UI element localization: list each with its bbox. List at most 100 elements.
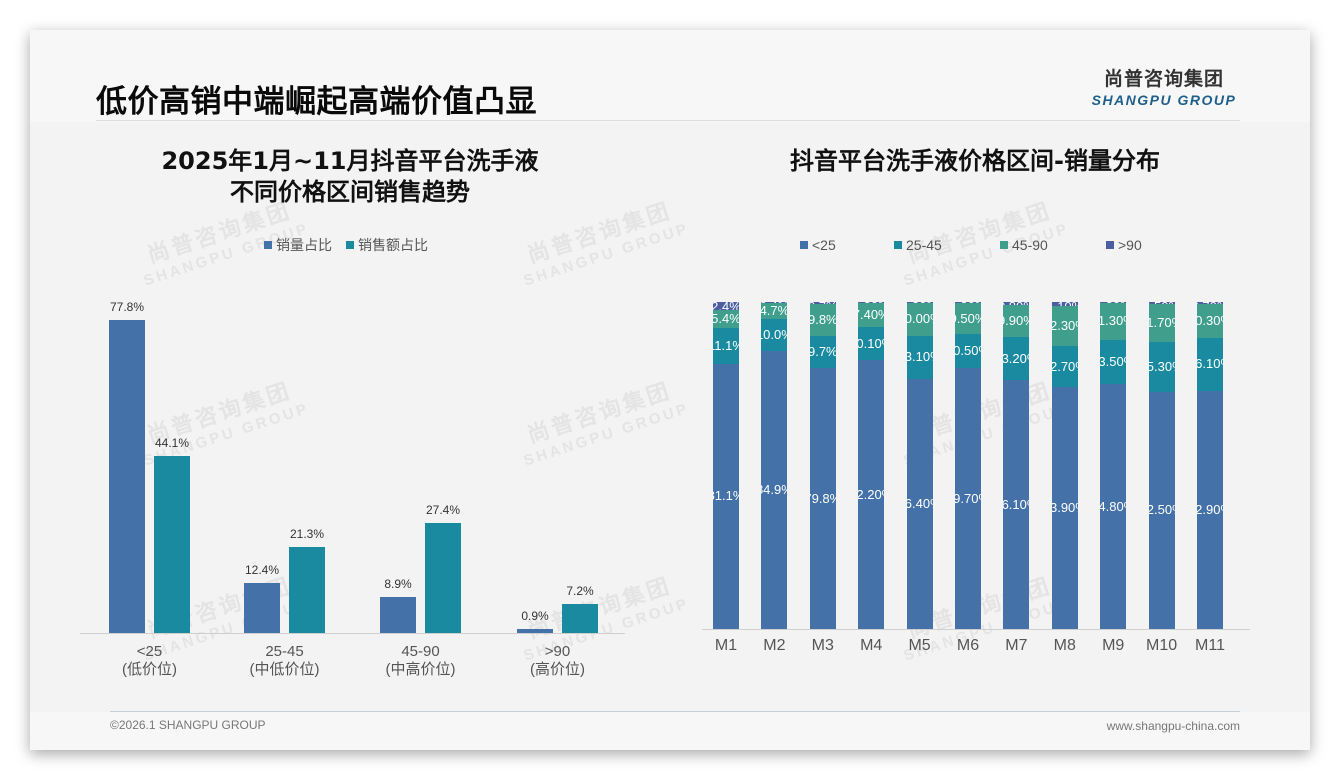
category-tier: (中高价位): [385, 661, 456, 678]
segment-label: 11.30%: [1100, 313, 1126, 329]
x-axis-category: >90 (高价位): [495, 643, 620, 679]
bar-segment: 76.10%: [1003, 380, 1030, 629]
watermark-en: SHANGPU GROUP: [521, 219, 692, 290]
legend-item: 25-45: [894, 237, 1000, 253]
segment-label: 0.7%: [810, 302, 836, 304]
bar-segment: 0.30%: [1100, 302, 1127, 303]
stacked-bar-body: 79.8% 9.7% 9.8% 0.7%: [809, 302, 836, 629]
segment-label: 74.80%: [1100, 498, 1126, 514]
x-axis-month: M4: [860, 637, 883, 654]
segment-label: 10.10%: [858, 335, 884, 351]
segment-label: 12.70%: [1051, 358, 1078, 374]
legend-item-volume: 销量占比: [264, 235, 332, 255]
left-chart-title: 2025年1月~11月抖音平台洗手液 不同价格区间销售趋势: [130, 146, 570, 208]
legend-swatch: [894, 241, 902, 249]
footer-divider: [110, 711, 1240, 712]
category-tier: (中低价位): [249, 661, 320, 678]
bar-segment: 11.1%: [713, 327, 739, 364]
bar-segment: 10.0%: [761, 318, 788, 352]
stacked-bar: 84.9% 10.0% 4.7%0.4%: [761, 302, 788, 629]
segment-label: 79.8%: [810, 490, 836, 506]
footer-band: [30, 712, 1310, 750]
legend-swatch: [800, 241, 808, 249]
segment-label: 10.30%: [1197, 313, 1223, 329]
segment-label: 0.4%: [761, 302, 787, 303]
bar-volume: [244, 583, 280, 633]
bar-segment: 13.20%: [1003, 336, 1030, 381]
left-chart-title-line2: 不同价格区间销售趋势: [230, 178, 470, 206]
segment-label: 10.0%: [761, 327, 787, 343]
watermark-en: SHANGPU GROUP: [901, 219, 1072, 290]
watermark-cn: 尚普咨询集团: [904, 198, 1055, 269]
bar-segment: 4.7%: [761, 303, 788, 319]
legend-item: <25: [800, 237, 894, 253]
stacked-bar: 79.8% 9.7% 9.8% 0.7%: [809, 302, 836, 629]
segment-label: 0.50%: [1149, 302, 1175, 304]
bar-segment: 72.90%: [1197, 390, 1223, 629]
bar-segment: 2.4%: [713, 302, 739, 310]
legend-label: >90: [1118, 237, 1142, 253]
x-axis-month: M3: [811, 637, 834, 654]
legend-item: >90: [1106, 237, 1166, 253]
segment-label: 1.10%: [1052, 302, 1078, 306]
data-label: 21.3%: [289, 527, 325, 542]
category-range: 25-45: [265, 643, 304, 660]
bar-sales: [154, 455, 190, 633]
data-label: 27.4%: [425, 502, 461, 517]
right-chart-legend: <25 25-45 45-90 >90: [800, 237, 1166, 253]
bar-volume: [517, 629, 553, 633]
x-axis-category: <25 (低价位): [87, 643, 212, 679]
bar-segment: 73.90%: [1051, 387, 1078, 629]
segment-label: 0.30%: [858, 302, 884, 303]
stacked-bar-body: 73.90% 12.70% 12.30% 1.10%: [1051, 302, 1078, 629]
legend-swatch-volume: [264, 241, 272, 249]
bar-sales: [562, 604, 598, 633]
watermark-en: SHANGPU GROUP: [521, 399, 692, 470]
legend-swatch: [1000, 241, 1008, 249]
bar-segment: 84.9%: [761, 351, 788, 629]
bar-sales: [425, 522, 461, 633]
segment-label: 0.80%: [1003, 302, 1029, 305]
header-band: [30, 30, 1310, 122]
bar-segment: 0.30%: [858, 302, 885, 303]
segment-label: 84.9%: [761, 482, 787, 498]
segment-label: 15.30%: [1148, 358, 1175, 374]
bar-segment: 9.90%: [1003, 304, 1030, 337]
x-axis-month: M1: [714, 637, 738, 654]
segment-label: 11.1%: [713, 337, 739, 353]
bar-segment: 0.4%: [761, 302, 788, 304]
segment-label: 13.50%: [1100, 354, 1126, 370]
stacked-bar: 73.90% 12.70% 12.30% 1.10%: [1051, 302, 1078, 629]
data-label: 8.9%: [384, 577, 412, 592]
logo-en: SHANGPU GROUP: [1091, 92, 1237, 108]
bar-segment: 0.30%: [955, 302, 981, 303]
legend-swatch-sales: [346, 241, 354, 249]
left-chart-title-line1: 2025年1月~11月抖音平台洗手液: [161, 147, 539, 175]
bar-segment: 9.50%: [955, 302, 981, 335]
bar-segment: 5.4%: [713, 309, 739, 328]
bar-segment: 1.10%: [1051, 302, 1078, 306]
legend-label: 25-45: [906, 237, 942, 253]
x-axis-month: M5: [908, 637, 931, 654]
bar-segment: 0.70%: [1197, 302, 1223, 305]
segment-label: 13.20%: [1003, 350, 1029, 366]
bar-segment: 0.7%: [809, 302, 836, 305]
stacked-bar: 81.1% 11.1% 5.4%2.4%: [713, 302, 739, 629]
stacked-bar: 74.80% 13.50% 11.30% 0.30%: [1100, 302, 1127, 629]
bar-volume: [109, 320, 145, 633]
stacked-bar: 72.50% 15.30% 11.70% 0.50%: [1148, 302, 1175, 629]
stacked-bar-body: 72.50% 15.30% 11.70% 0.50%: [1148, 302, 1175, 629]
stacked-bar-body: 76.40% 13.10% 10.00% 0.30%: [906, 302, 933, 629]
legend-label-sales: 销售额占比: [358, 237, 428, 253]
segment-label: 16.10%: [1197, 356, 1223, 372]
x-axis-month: M6: [956, 637, 980, 654]
stacked-bar-body: 74.80% 13.50% 11.30% 0.30%: [1100, 302, 1127, 629]
bar-segment: 12.30%: [1051, 305, 1078, 346]
x-axis-month: M11: [1195, 637, 1225, 654]
data-label: 44.1%: [154, 435, 190, 450]
bar-segment: 0.50%: [1148, 302, 1175, 304]
title-divider: [96, 120, 1240, 121]
left-chart-legend: 销量占比 销售额占比: [264, 235, 442, 255]
category-tier: (高价位): [530, 661, 585, 678]
